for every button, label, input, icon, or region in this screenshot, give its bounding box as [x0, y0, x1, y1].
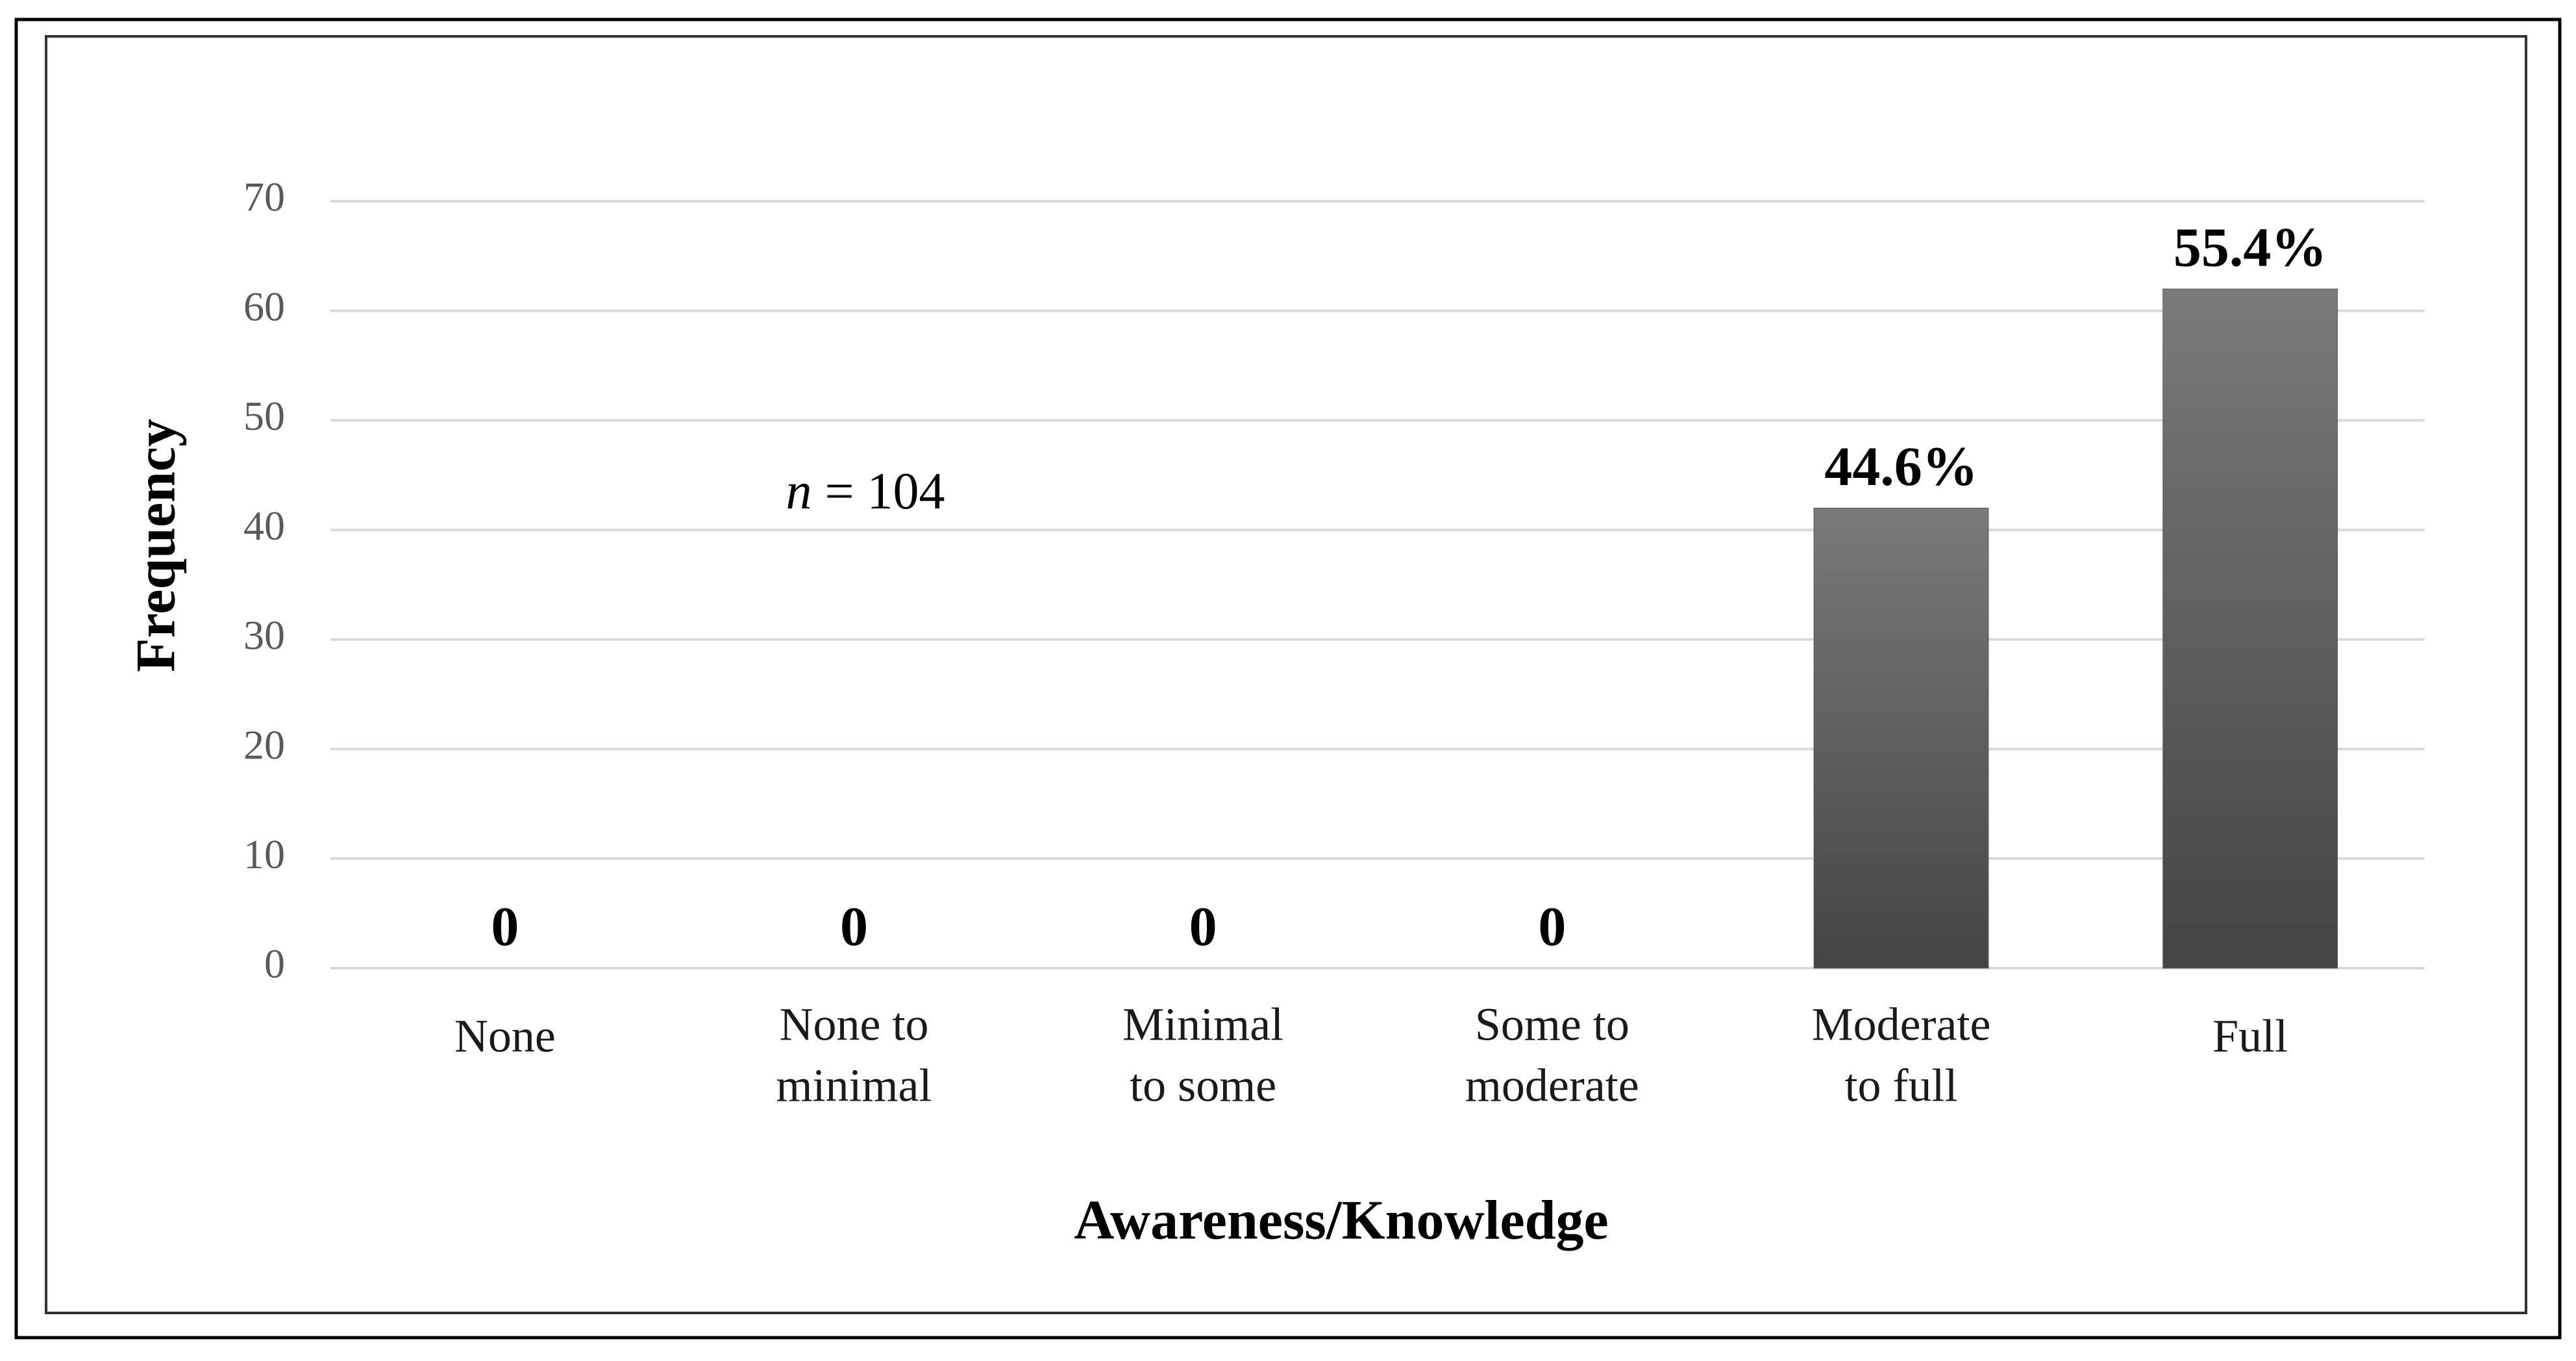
x-tick-label: Minimal: [1122, 999, 1283, 1051]
x-axis-title: Awareness/Knowledge: [1074, 1189, 1608, 1251]
annotation-text: = 104: [824, 463, 945, 520]
data-label: 0: [1189, 895, 1217, 958]
x-tick-label: minimal: [776, 1060, 932, 1112]
x-tick-label: Some to: [1475, 999, 1629, 1051]
data-label: 0: [1538, 895, 1566, 958]
x-tick-label: Full: [2212, 1010, 2288, 1062]
outer-border: [14, 18, 2562, 1340]
y-tick-label: 0: [264, 941, 285, 987]
bar: [2162, 288, 2338, 969]
data-label: 0: [491, 895, 519, 958]
x-tick-label: to some: [1130, 1060, 1276, 1112]
x-tick-label: None to: [780, 999, 929, 1051]
x-tick-label: to full: [1845, 1060, 1958, 1112]
annotation-symbol: n: [786, 463, 811, 520]
y-tick-label: 60: [243, 283, 285, 329]
x-tick-label: None: [454, 1010, 556, 1062]
y-tick-label: 50: [243, 393, 285, 439]
y-tick-label: 20: [243, 721, 285, 768]
y-tick-label: 10: [243, 831, 285, 877]
data-label: 55.4%: [2174, 216, 2327, 279]
y-tick-label: 40: [243, 503, 285, 549]
x-tick-label: Moderate: [1812, 999, 1991, 1051]
y-tick-label: 70: [243, 174, 285, 220]
y-tick-label: 30: [243, 612, 285, 658]
y-axis-title: Frequency: [125, 419, 187, 672]
annotation: n = 104: [786, 463, 945, 520]
data-label: 44.6%: [1824, 435, 1978, 497]
inner-border: [45, 35, 2527, 1314]
bar: [1813, 507, 1989, 969]
x-tick-label: moderate: [1465, 1060, 1639, 1112]
data-label: 0: [840, 895, 868, 958]
